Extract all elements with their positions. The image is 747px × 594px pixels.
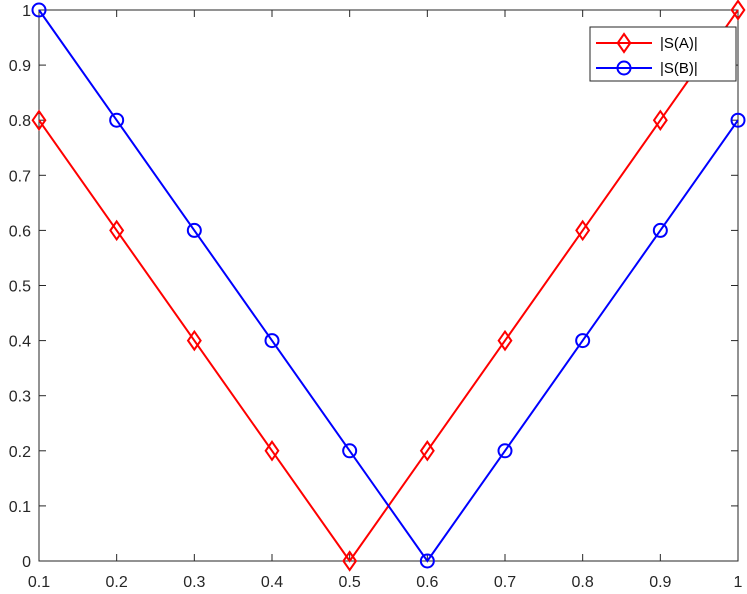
axes-box xyxy=(38,9,739,562)
legend: |S(A)| |S(B)| xyxy=(589,26,737,82)
data-point-diamond xyxy=(186,329,202,352)
data-point-circle xyxy=(342,443,358,459)
y-tick-label: 0 xyxy=(22,554,31,571)
x-tick-label: 0.8 xyxy=(572,574,594,591)
data-point-diamond xyxy=(109,219,125,242)
x-tick-label: 0.4 xyxy=(261,574,283,591)
y-tick-label: 0.5 xyxy=(9,279,31,296)
data-point-diamond xyxy=(264,440,280,462)
y-tick-label: 0.4 xyxy=(9,334,31,351)
data-point-circle xyxy=(419,553,435,569)
y-tick-label: 0.1 xyxy=(9,499,31,516)
series-line xyxy=(38,9,739,563)
legend-entry: |S(B)| xyxy=(596,60,698,77)
data-point-circle xyxy=(186,222,202,238)
data-point-diamond xyxy=(31,109,47,131)
x-tick-label: 1 xyxy=(734,574,743,591)
data-point-circle xyxy=(730,112,746,128)
y-tick-label: 0.7 xyxy=(9,168,31,185)
data-point-circle xyxy=(264,333,280,349)
legend-label: |S(A)| xyxy=(660,35,698,52)
data-point-circle xyxy=(575,333,591,349)
data-point-circle xyxy=(31,2,47,18)
x-tick-label: 0.2 xyxy=(106,574,128,591)
legend-label: |S(B)| xyxy=(660,60,698,77)
data-point-diamond xyxy=(730,0,746,21)
y-tick-label: 0.2 xyxy=(9,444,31,461)
legend-box xyxy=(589,26,737,82)
data-point-diamond xyxy=(652,109,668,131)
legend-marker-diamond xyxy=(616,32,632,54)
data-point-circle xyxy=(109,112,125,128)
legend-entry: |S(A)| xyxy=(596,32,698,54)
y-tick-label: 0.9 xyxy=(9,58,31,75)
x-tick-label: 0.3 xyxy=(183,574,205,591)
y-tick-label: 1 xyxy=(22,3,31,20)
x-tick-label: 0.6 xyxy=(416,574,438,591)
y-tick-label: 0.3 xyxy=(9,389,31,406)
x-tick-label: 0.1 xyxy=(28,574,50,591)
x-tick-label: 0.7 xyxy=(494,574,516,591)
plot-area: 0.1 0.2 0.3 0.4 0.5 0.6 0.7 0.8 0.9 1 0 0.1 0.2 0.3 0.… xyxy=(9,3,743,591)
series-layer xyxy=(31,0,746,572)
y-tick-label: 0.8 xyxy=(9,113,31,130)
data-point-circle xyxy=(652,222,668,238)
data-point-diamond xyxy=(419,440,435,462)
legend-marker-circle xyxy=(616,60,632,76)
data-point-circle xyxy=(497,443,513,459)
x-tick-label: 0.9 xyxy=(649,574,671,591)
x-tick-label: 0.5 xyxy=(339,574,361,591)
data-point-diamond xyxy=(342,550,358,572)
data-point-diamond xyxy=(575,219,591,242)
series-sb xyxy=(31,2,746,569)
data-point-diamond xyxy=(497,329,513,352)
y-tick-label: 0.6 xyxy=(9,223,31,240)
